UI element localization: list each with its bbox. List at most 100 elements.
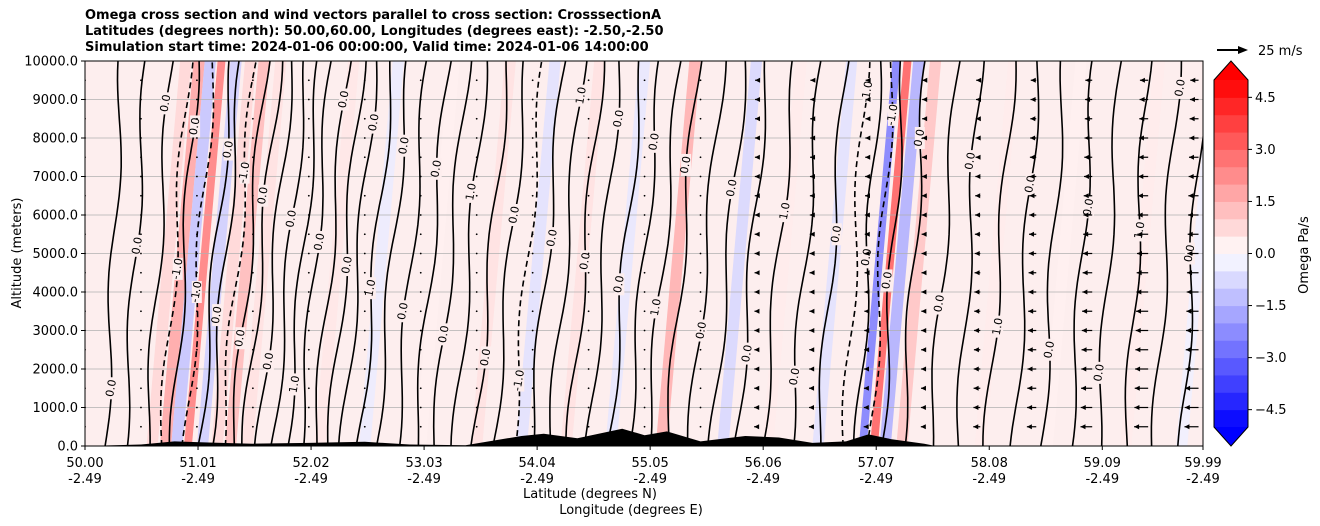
contour-label-bg-42 [861, 246, 872, 269]
wind-vector-head-292 [921, 308, 927, 314]
wind-vector-head-308 [973, 366, 979, 372]
wind-vector-head-328 [1027, 347, 1033, 353]
wind-vector-head-383 [1185, 385, 1191, 391]
contour-label-19: 0.0 [396, 136, 412, 155]
wind-vector-head-253 [809, 328, 815, 333]
wind-vector-116 [419, 387, 422, 390]
wind-vector-225 [699, 117, 702, 120]
x-tick-label-lat-3: 53.03 [405, 456, 442, 471]
contour-label-bg-29 [580, 250, 591, 273]
wind-vector-201 [643, 214, 646, 216]
wind-vector-head-273 [864, 308, 870, 314]
wind-vector-42 [196, 348, 198, 351]
wind-vector-head-299 [921, 174, 927, 179]
wind-vector-head-293 [921, 289, 927, 295]
wind-vector-149 [475, 117, 478, 120]
wind-vector-head-304 [922, 77, 928, 83]
wind-vector-46 [196, 271, 198, 274]
wind-vector-184 [587, 175, 590, 178]
contour-label-29: 0.0 [577, 251, 593, 270]
x-tick-label-lat-10: 59.99 [1184, 456, 1221, 471]
wind-vector-head-339 [1030, 135, 1036, 141]
chart-title-line-1: Omega cross section and wind vectors par… [85, 8, 662, 23]
wind-vector-65 [251, 271, 254, 274]
wind-vector-head-378 [1139, 116, 1145, 122]
wind-vector-82 [307, 310, 310, 313]
wind-vector-head-386 [1186, 328, 1192, 333]
wind-vector-134 [475, 406, 478, 409]
wind-vector-56 [196, 79, 198, 82]
wind-vector-211 [699, 387, 702, 390]
wind-vector-192 [643, 387, 646, 390]
wind-vector-86 [307, 233, 310, 236]
wind-vector-head-297 [921, 212, 927, 218]
wind-vector-167 [531, 137, 534, 139]
contour-label-bg-38 [780, 200, 791, 223]
contour-label-11: 0.0 [260, 351, 276, 370]
wind-vector-177 [587, 310, 590, 313]
wind-vector-head-322 [976, 97, 982, 102]
wind-vector-115 [419, 406, 422, 409]
contour-line-35 [686, 61, 727, 446]
y-tick-label-6: 6000.0 [33, 209, 79, 224]
contour-label-16: 0.0 [339, 255, 355, 274]
contour-label-bg-37 [742, 342, 753, 365]
wind-vector-107 [363, 194, 366, 197]
wind-vector-23 [140, 348, 142, 351]
contour-label-44: 0.0 [879, 271, 895, 290]
wind-vector-head-296 [921, 231, 927, 237]
colorbar-level-16 [1214, 132, 1248, 150]
contour-line-23 [450, 61, 489, 446]
wind-vector-219 [699, 233, 702, 236]
contour-label-32: 0.0 [646, 132, 662, 151]
wind-vector-27 [140, 271, 142, 274]
contour-label-bg-0 [106, 377, 117, 400]
wind-vector-28 [140, 252, 142, 255]
wind-vector-head-327 [1027, 366, 1033, 372]
wind-vector-78 [307, 387, 310, 390]
contour-label-14: 0.0 [311, 232, 327, 251]
colorbar-level-13 [1214, 184, 1248, 202]
x-tick-label-lat-2: 52.02 [292, 456, 329, 471]
contour-label-31: 0.0 [611, 274, 627, 293]
wind-vector-70 [251, 175, 254, 178]
wind-vector-96 [363, 406, 366, 409]
wind-vector-head-331 [1028, 289, 1034, 295]
wind-vector-head-280 [865, 174, 871, 179]
wind-vector-222 [699, 175, 702, 178]
y-tick-label-8: 8000.0 [33, 132, 79, 147]
x-tick-label-lat-8: 58.08 [971, 456, 1008, 471]
contour-label-23: 1.0 [463, 182, 479, 201]
colorbar-level-12 [1214, 201, 1248, 220]
wind-vector-39 [196, 406, 198, 409]
wind-vector-head-256 [809, 270, 815, 276]
colorbar-level-3 [1214, 357, 1248, 376]
wind-vector-head-261 [809, 174, 815, 179]
wind-vector-head-338 [1029, 154, 1035, 160]
wind-vector-127 [419, 175, 422, 178]
wind-vector-54 [196, 117, 198, 120]
wind-vector-101 [363, 310, 366, 313]
wind-vector-head-382 [1184, 405, 1190, 410]
contour-line-6 [197, 61, 230, 446]
contour-label-bg-51 [1083, 196, 1094, 219]
wind-vector-185 [587, 156, 590, 159]
wind-vector-head-295 [921, 251, 927, 256]
x-tick-label-lon-8: -2.49 [972, 472, 1006, 487]
wind-vector-head-366 [1135, 347, 1141, 353]
contour-label-bg-44 [882, 269, 893, 292]
wind-vector-head-399 [1190, 77, 1196, 83]
wind-vector-100 [363, 329, 366, 332]
contour-label-bg-31 [614, 273, 625, 296]
wind-vector-head-298 [921, 193, 927, 199]
contour-label-48: 1.0 [990, 317, 1006, 336]
wind-vector-head-340 [1030, 116, 1036, 122]
wind-vector-head-391 [1187, 231, 1193, 237]
wind-vector-50 [196, 194, 198, 197]
wind-vector-113 [363, 79, 366, 82]
contour-label-bg-52 [1094, 361, 1105, 384]
wind-vector-head-376 [1138, 154, 1144, 160]
x-tick-label-lat-4: 54.04 [519, 456, 556, 471]
wind-vector-215 [699, 310, 702, 313]
contour-label-15: 0.0 [336, 90, 352, 109]
